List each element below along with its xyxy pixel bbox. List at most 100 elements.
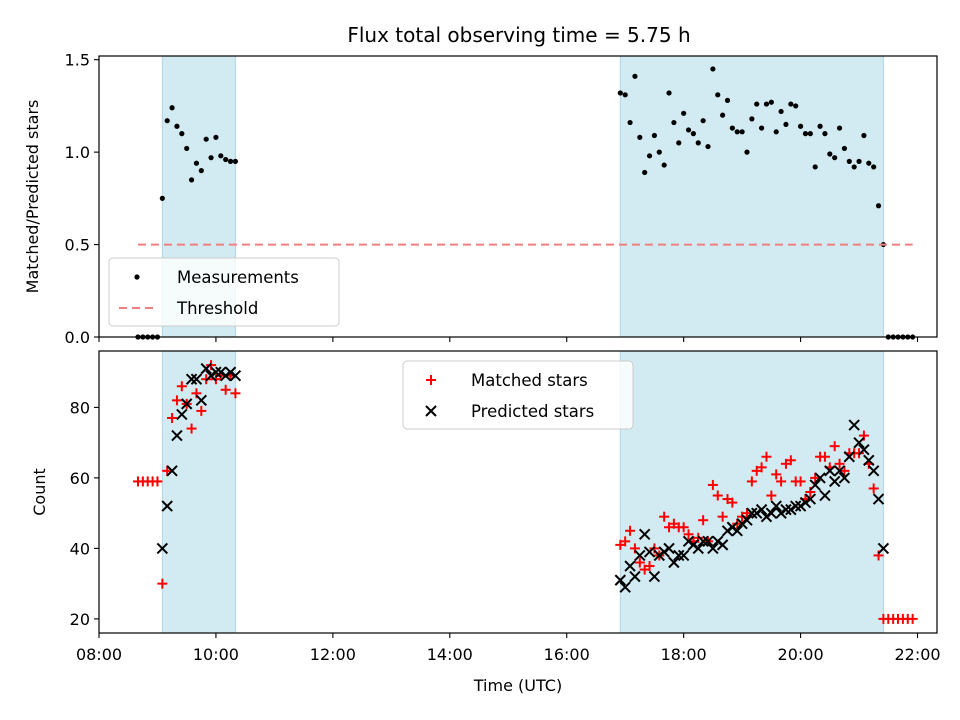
measurements-point (797, 123, 804, 129)
measurements-point (685, 127, 692, 133)
predicted-stars-point (838, 472, 851, 484)
predicted-stars-point (872, 493, 885, 505)
legend-swatch-predicted-stars (425, 405, 437, 417)
matched-stars-point (776, 476, 787, 487)
measurements-point (661, 162, 667, 168)
measurements-point (827, 151, 833, 157)
measurements-point (666, 90, 672, 96)
legend-label-matched-stars: Matched stars (471, 371, 588, 390)
matched-stars-point (868, 483, 879, 494)
predicted-stars-point (863, 454, 875, 466)
x-tick-label: 20:00 (778, 645, 824, 664)
predicted-stars-point (161, 500, 173, 512)
measurements-point (793, 103, 799, 109)
measurements-point (159, 195, 165, 201)
measurements-point (232, 158, 239, 164)
matched-stars-point (167, 412, 178, 423)
predicted-stars-point (668, 556, 680, 569)
legend-label-predicted-stars: Predicted stars (471, 402, 594, 421)
legend-box (402, 360, 634, 430)
matched-stars-point (829, 441, 840, 452)
y-tick-label: 20 (70, 610, 90, 629)
matched-stars-point (707, 479, 718, 490)
predicted-stars-point (185, 373, 198, 385)
predicted-stars-point (819, 489, 831, 502)
matched-stars-point (659, 511, 670, 522)
y-tick-label: 40 (70, 539, 90, 558)
measurements-point (188, 177, 195, 183)
measurements-point (198, 168, 204, 174)
predicted-stars-point (200, 362, 212, 375)
measurements-point (851, 164, 857, 170)
plot-frame-bottom (98, 350, 938, 634)
measurements-point (681, 110, 687, 116)
predicted-stars-point (731, 525, 743, 537)
legend-top: Measurements Threshold (108, 257, 340, 327)
predicted-stars-point (804, 493, 817, 505)
measurements-point (179, 131, 185, 137)
measurements-point (749, 116, 755, 122)
x-tick-label: 18:00 (661, 645, 707, 664)
matched-stars-point (756, 462, 767, 473)
predicted-stars-point (171, 429, 183, 442)
measurements-point (724, 97, 731, 103)
predicted-stars-point (634, 549, 646, 562)
matched-stars-point (230, 388, 241, 399)
measurements-point (213, 134, 219, 140)
measurements-point (174, 123, 180, 129)
series-layer-top (135, 66, 916, 340)
predicted-stars-point (614, 574, 627, 586)
measurements-point (773, 129, 779, 135)
predicted-stars-point (780, 503, 792, 516)
y-tick-label: 60 (70, 469, 90, 488)
measurements-point (690, 131, 696, 137)
measurements-point (193, 160, 200, 166)
measurements-point (169, 105, 175, 111)
measurements-point (807, 131, 813, 137)
x-tick-label: 08:00 (76, 645, 122, 664)
series-layer-bottom (132, 360, 918, 624)
measurements-point (739, 129, 745, 135)
predicted-stars-point (707, 542, 719, 555)
matched-stars-point (766, 490, 777, 501)
measurements-point (715, 92, 721, 98)
matched-stars-point (771, 469, 782, 480)
measurements-point (627, 119, 633, 126)
predicted-stars-point (663, 542, 675, 555)
measurements-point (622, 92, 628, 98)
legend-box (108, 257, 340, 327)
matched-stars-point (220, 384, 231, 395)
predicted-stars-point (755, 503, 768, 516)
predicted-stars-point (176, 408, 188, 421)
predicted-stars-point (619, 581, 631, 593)
matched-stars-point (196, 405, 207, 416)
measurements-point (184, 145, 190, 152)
measurements-point (754, 101, 760, 107)
y-tick-label: 0.5 (65, 236, 90, 255)
matched-stars-point (727, 497, 738, 508)
y-axis-label-top: Matched/Predicted stars (23, 100, 42, 294)
measurements-point (846, 158, 852, 164)
measurements-point (729, 125, 735, 131)
panel-ratio: 0.0 0.5 1.0 1.5 Matched/Predicted stars Mea… (23, 51, 938, 347)
measurements-point (822, 131, 828, 137)
predicted-stars-point (824, 465, 836, 477)
measurements-point (802, 131, 809, 137)
matched-stars-point (625, 525, 636, 536)
matched-stars-point (819, 451, 830, 462)
measurements-point (700, 118, 706, 124)
measurements-point (637, 134, 643, 140)
matched-stars-point (746, 476, 757, 487)
y-axis-label-bottom: Count (30, 468, 49, 516)
matched-stars-point (907, 613, 918, 624)
measurements-point (875, 203, 882, 209)
predicted-stars-point (790, 500, 802, 512)
measurements-point (768, 99, 774, 105)
matched-stars-point (839, 465, 850, 476)
x-tick-label: 10:00 (193, 645, 239, 664)
matched-stars-point (698, 515, 709, 526)
predicted-stars-point (195, 394, 208, 407)
measurements-point (695, 140, 701, 146)
matched-stars-point (785, 455, 796, 466)
